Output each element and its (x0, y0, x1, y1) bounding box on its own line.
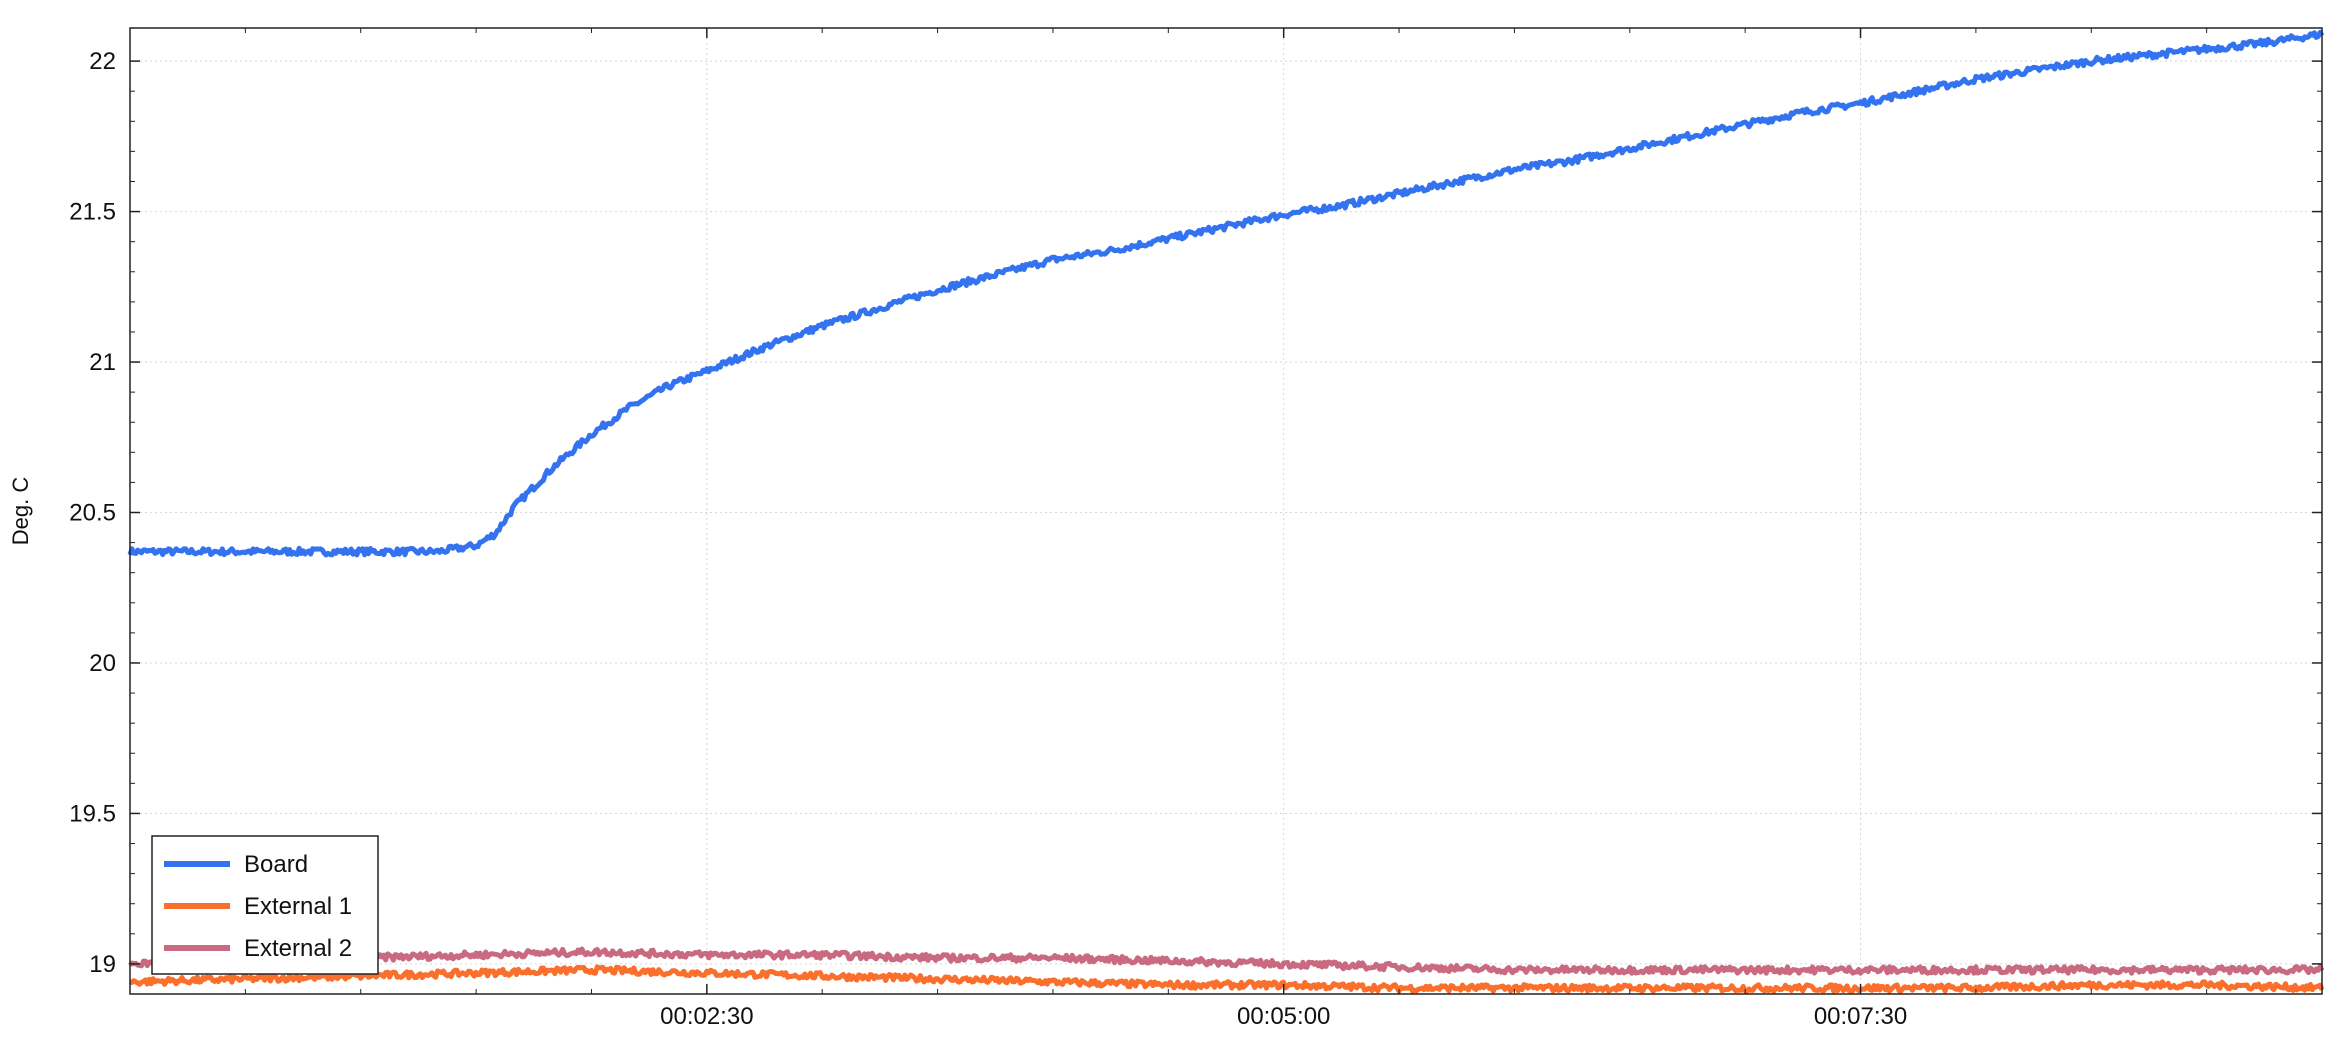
y-axis: 19 19.5 20 20.5 21 21.5 22 (69, 48, 2322, 978)
y-tick-label: 19.5 (69, 800, 116, 827)
x-axis: 00:02:30 00:05:00 00:07:30 (244, 28, 2208, 1030)
x-tick-label: 00:07:30 (1814, 1003, 1907, 1030)
y-tick-label: 22 (89, 48, 116, 75)
legend-label: External 2 (244, 935, 352, 962)
series-line-1 (128, 964, 2325, 994)
series-line-2 (128, 946, 2325, 976)
y-tick-label: 20 (89, 650, 116, 677)
x-tick-label: 00:02:30 (660, 1003, 753, 1030)
y-tick-label: 19 (89, 951, 116, 978)
legend-label: Board (244, 851, 308, 878)
x-tick-label: 00:05:00 (1237, 1003, 1330, 1030)
y-tick-label: 20.5 (69, 500, 116, 527)
legend-label: External 1 (244, 893, 352, 920)
y-tick-label: 21 (89, 349, 116, 376)
y-axis-label: Deg. C (8, 477, 33, 546)
y-tick-label: 21.5 (69, 199, 116, 226)
series-line-0 (127, 29, 2325, 558)
grid (130, 28, 2322, 994)
plot-frame (129, 27, 2323, 995)
series-layer (127, 29, 2325, 994)
legend: Board External 1 External 2 (151, 835, 379, 975)
